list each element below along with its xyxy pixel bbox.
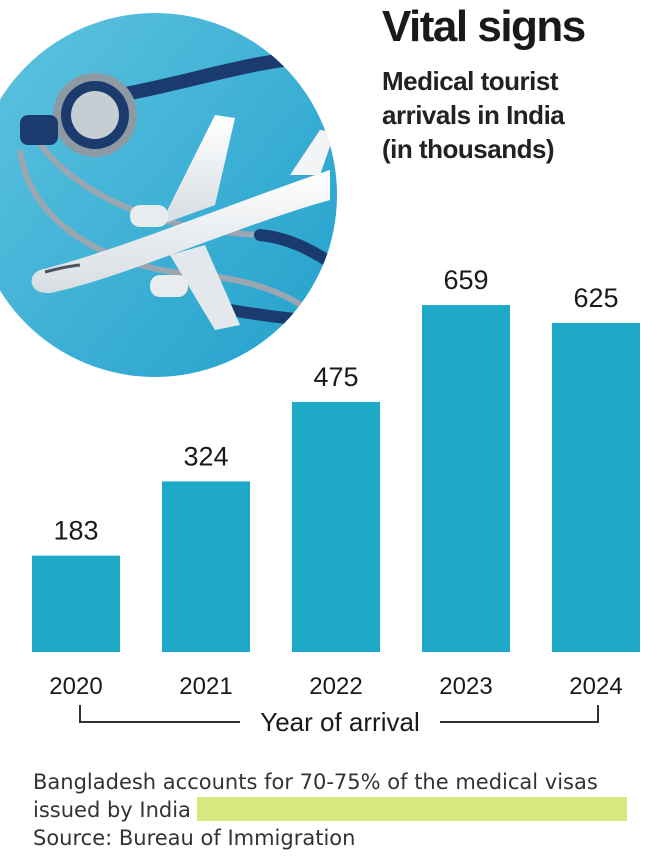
bar-2024 xyxy=(552,322,640,652)
bar-2021 xyxy=(162,481,250,652)
tick-label-2020: 2020 xyxy=(49,673,102,700)
value-label-2020: 183 xyxy=(53,516,98,546)
value-label-2022: 475 xyxy=(313,362,358,392)
chart-title: Vital signs xyxy=(382,2,586,51)
tick-label-2022: 2022 xyxy=(309,673,362,700)
subtitle-line: arrivals in India xyxy=(382,100,565,130)
bar-2020 xyxy=(32,555,120,652)
footnote-line1: Bangladesh accounts for 70-75% of the me… xyxy=(33,770,598,794)
bar-2022 xyxy=(292,401,380,652)
value-label-2023: 659 xyxy=(443,265,488,295)
value-label-2021: 324 xyxy=(183,441,228,471)
tick-label-2023: 2023 xyxy=(439,673,492,700)
bar-chart: 183 324 475 659 625 2020 2021 2022 2023 2024 Yea… xyxy=(32,265,640,737)
bar-2023 xyxy=(422,305,510,652)
axis-bracket xyxy=(79,705,599,723)
source-text: Source: Bureau of Immigration xyxy=(33,826,356,850)
footnote-line2: issued by India xyxy=(33,798,191,822)
subtitle-line: Medical tourist xyxy=(382,66,558,96)
tick-label-2021: 2021 xyxy=(179,673,232,700)
subtitle-line: (in thousands) xyxy=(382,134,555,164)
stethoscope-airplane-illustration xyxy=(0,13,337,377)
footer: Bangladesh accounts for 70-75% of the me… xyxy=(33,768,653,852)
x-axis-label: Year of arrival xyxy=(260,707,419,737)
chart-subtitle: Medical tourist arrivals in India (in th… xyxy=(382,64,662,166)
value-label-2024: 625 xyxy=(573,283,618,313)
highlight-marker xyxy=(196,797,627,821)
tick-label-2024: 2024 xyxy=(569,673,622,700)
